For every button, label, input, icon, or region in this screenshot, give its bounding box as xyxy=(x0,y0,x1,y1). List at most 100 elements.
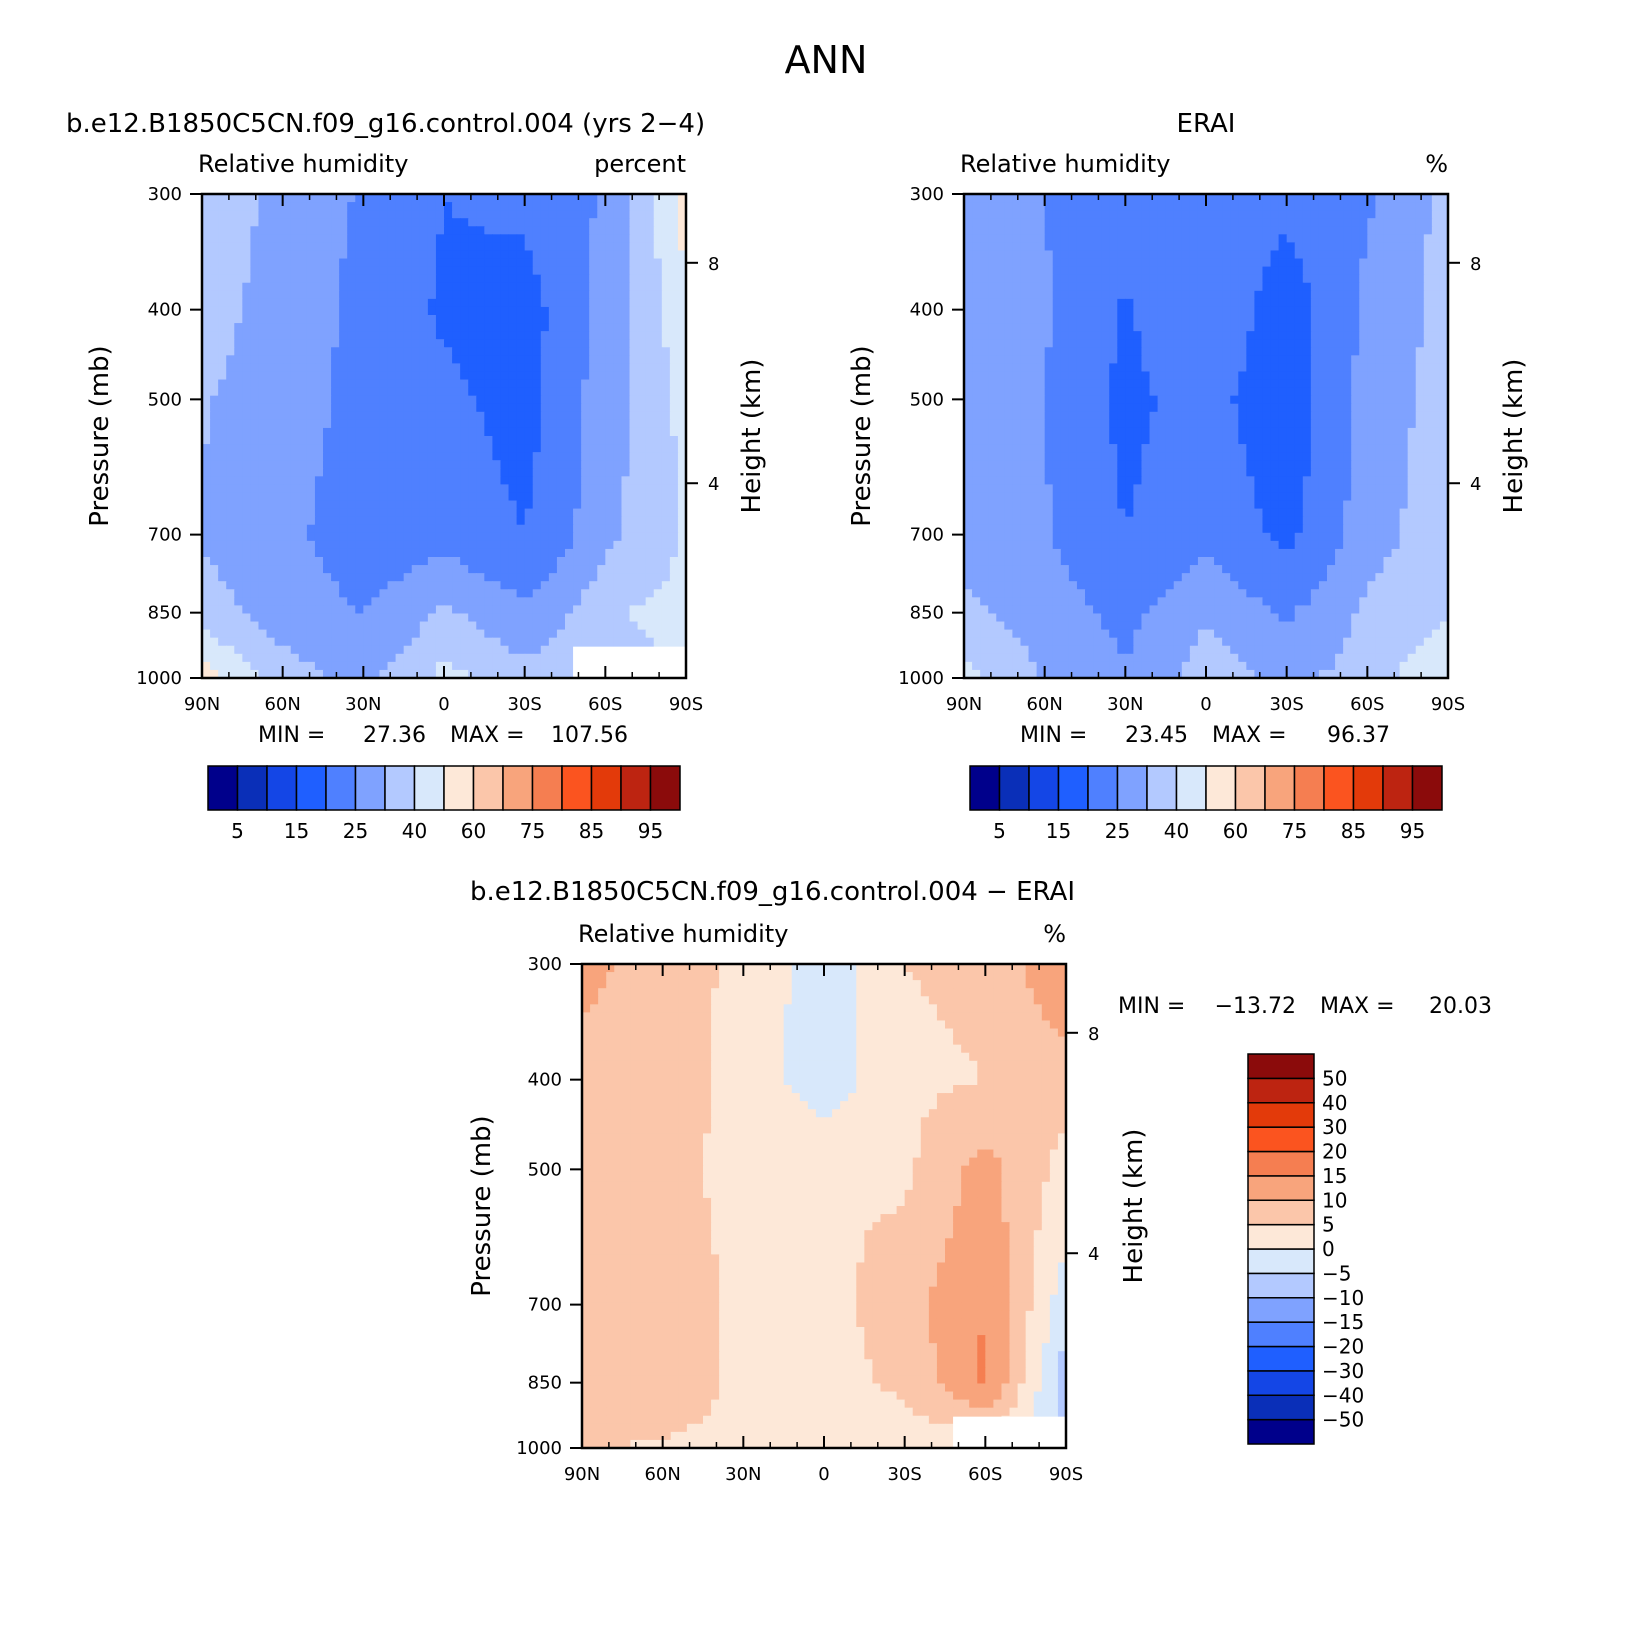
field-cell xyxy=(532,331,542,340)
field-cell xyxy=(290,226,300,235)
field-cell xyxy=(427,290,437,300)
field-cell xyxy=(1367,194,1376,203)
field-cell xyxy=(1181,242,1191,252)
field-cell xyxy=(556,339,566,348)
field-cell xyxy=(589,476,598,485)
field-cell xyxy=(1415,218,1425,227)
field-cell xyxy=(411,597,421,606)
field-cell xyxy=(419,629,429,639)
field-cell xyxy=(677,274,686,284)
field-cell xyxy=(258,581,268,590)
field-cell xyxy=(524,476,534,485)
field-cell xyxy=(226,532,235,542)
field-cell xyxy=(371,484,381,494)
field-cell xyxy=(274,250,284,260)
field-cell xyxy=(476,669,485,678)
field-cell xyxy=(452,202,461,211)
field-cell xyxy=(1327,347,1336,356)
field-cell xyxy=(379,629,389,639)
field-cell xyxy=(1343,347,1352,356)
field-cell xyxy=(677,637,686,647)
field-cell xyxy=(306,645,316,655)
field-cell xyxy=(1383,298,1393,308)
field-cell xyxy=(573,290,582,300)
field-cell xyxy=(282,298,292,308)
field-cell xyxy=(1044,282,1054,292)
field-cell xyxy=(1036,290,1046,300)
field-cell xyxy=(669,484,679,494)
field-cell xyxy=(573,524,582,534)
field-cell xyxy=(653,508,663,518)
field-cell xyxy=(363,669,372,678)
field-cell xyxy=(516,411,526,421)
field-cell xyxy=(1318,290,1328,300)
field-cell xyxy=(250,387,260,397)
field-cell xyxy=(597,573,606,582)
field-cell xyxy=(258,492,268,502)
field-cell xyxy=(395,669,405,678)
field-cell xyxy=(460,427,469,437)
field-cell xyxy=(210,661,219,671)
field-cell xyxy=(492,395,502,405)
field-cell xyxy=(669,242,679,252)
field-cell xyxy=(1076,306,1086,316)
field-cell xyxy=(556,613,566,623)
field-cell xyxy=(556,403,566,413)
field-cell xyxy=(290,436,300,445)
field-cell xyxy=(645,411,655,421)
field-cell xyxy=(1052,331,1062,340)
field-cell xyxy=(524,339,534,348)
field-cell xyxy=(524,371,534,381)
field-cell xyxy=(540,548,550,558)
field-cell xyxy=(972,298,981,308)
field-cell xyxy=(306,484,316,494)
field-cell xyxy=(395,621,405,631)
field-cell xyxy=(589,226,598,235)
field-cell xyxy=(581,637,590,647)
field-cell xyxy=(1093,315,1102,324)
field-cell xyxy=(355,419,364,429)
field-cell xyxy=(218,387,227,397)
field-cell xyxy=(1020,298,1030,308)
field-cell xyxy=(323,589,332,598)
field-cell xyxy=(621,613,631,623)
field-cell xyxy=(460,637,469,647)
field-cell xyxy=(306,306,316,316)
field-cell xyxy=(1149,250,1159,260)
field-cell xyxy=(1391,242,1401,252)
field-cell xyxy=(1109,258,1118,268)
field-cell xyxy=(1294,282,1304,292)
field-cell xyxy=(1109,355,1118,364)
field-cell xyxy=(419,234,429,243)
field-cell xyxy=(298,573,308,582)
field-cell xyxy=(1343,234,1352,243)
field-cell xyxy=(1238,194,1247,203)
field-cell xyxy=(500,419,510,429)
field-cell xyxy=(427,274,437,284)
field-cell xyxy=(331,597,340,606)
field-cell xyxy=(500,274,510,284)
field-cell xyxy=(347,540,356,550)
field-cell xyxy=(1206,339,1215,348)
field-cell xyxy=(379,581,389,590)
field-cell xyxy=(508,460,518,469)
field-cell xyxy=(363,460,372,469)
field-cell xyxy=(669,460,679,469)
field-cell xyxy=(1109,250,1118,260)
field-cell xyxy=(202,202,211,211)
field-cell xyxy=(1383,218,1393,227)
field-cell xyxy=(508,194,518,203)
field-cell xyxy=(516,347,526,356)
field-cell xyxy=(661,427,671,437)
field-cell xyxy=(637,548,647,558)
field-cell xyxy=(339,331,348,340)
field-cell xyxy=(1165,331,1175,340)
field-cell xyxy=(234,258,243,268)
field-cell xyxy=(1294,306,1304,316)
field-cell xyxy=(581,597,590,606)
field-cell xyxy=(1141,274,1151,284)
field-cell xyxy=(339,339,348,348)
field-cell xyxy=(540,436,550,445)
field-cell xyxy=(1133,202,1143,211)
field-cell xyxy=(548,323,558,332)
